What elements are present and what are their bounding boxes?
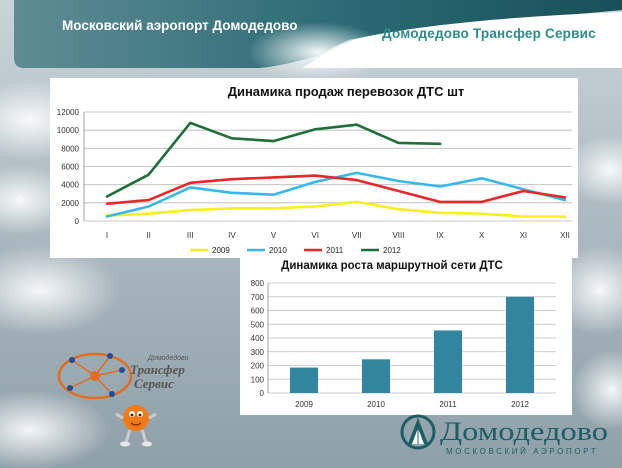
bar-2009	[290, 367, 318, 393]
bar-chart-y-tick-label: 300	[251, 348, 265, 357]
bar-chart: Динамика роста маршрутной сети ДТС 0 100 20…	[251, 260, 556, 409]
bar-chart-y-tick-label: 700	[251, 293, 265, 302]
bar-chart-y-tick-label: 100	[251, 375, 265, 384]
line-series-2009	[105, 200, 567, 218]
legend-label-2012: 2012	[383, 246, 401, 255]
line-series-2011	[105, 174, 567, 205]
line-chart-x-tick-label: V	[271, 231, 277, 240]
legend-label-2011: 2011	[326, 246, 344, 255]
bar-2012	[506, 296, 534, 393]
bar-chart-y-tick-label: 0	[260, 389, 265, 398]
line-chart-x-tick-label: VIII	[392, 231, 404, 240]
line-chart-y-tick-label: 12000	[57, 108, 80, 117]
line-chart-x-tick-label: XII	[560, 231, 570, 240]
bar-chart-y-tick-label: 200	[251, 362, 265, 371]
logo-transfer-top-text: Домодедово	[147, 354, 188, 362]
bar-chart-panel: Динамика роста маршрутной сети ДТС 0 100 20…	[240, 255, 572, 415]
bar-chart-y-tick-label: 800	[251, 279, 265, 288]
bar-2010	[362, 359, 390, 393]
line-chart-x-tick-label: VII	[352, 231, 362, 240]
line-chart-x-tick-label: II	[146, 231, 150, 240]
bar-chart-x-tick-label: 2012	[511, 400, 529, 409]
transfer-service-logo: Домодедово Трансфер Сервис	[57, 352, 188, 447]
logo-transfer-main-text-1: Трансфер	[130, 362, 185, 377]
bar-2011	[434, 330, 462, 393]
line-chart-x-tick-label: X	[479, 231, 485, 240]
brand-title: Домодедово Трансфер Сервис	[382, 26, 596, 41]
bar-chart-y-tick-label: 400	[251, 334, 265, 343]
line-chart-panel: Динамика продаж перевозок ДТС шт 0 2000 400…	[50, 78, 578, 258]
line-chart-x-tick-label: IX	[436, 231, 444, 240]
logo-orbit-icon	[57, 352, 133, 400]
bar-chart-x-tick-label: 2009	[295, 400, 313, 409]
bar-chart-y-tick-label: 500	[251, 320, 265, 329]
line-chart-title: Динамика продаж перевозок ДТС шт	[228, 84, 465, 99]
bar-chart-y-tick-label: 600	[251, 307, 265, 316]
line-chart-y-tick-label: 2000	[61, 199, 79, 208]
bar-chart-x-tick-label: 2010	[367, 400, 385, 409]
logo-transfer-main-text-2: Сервис	[134, 376, 174, 391]
line-chart-x-tick-label: I	[106, 231, 108, 240]
line-series-2010	[105, 171, 567, 218]
slide-header-title: Московский аэропорт Домодедово	[62, 18, 298, 33]
airport-subtitle-text: Московский аэропорт	[446, 447, 598, 456]
line-chart-x-tick-label: III	[187, 231, 194, 240]
line-chart-y-tick-label: 0	[75, 217, 80, 226]
legend-label-2009: 2009	[212, 246, 230, 255]
airport-emblem-icon	[400, 414, 436, 450]
mascot-icon	[115, 405, 157, 447]
airport-name-text: Домодедово	[440, 417, 608, 446]
line-chart-y-tick-label: 6000	[61, 163, 79, 172]
legend-label-2010: 2010	[269, 246, 287, 255]
line-chart-y-tick-label: 10000	[57, 126, 80, 135]
line-chart-x-tick-label: VI	[311, 231, 319, 240]
domodedovo-airport-logo: Домодедово Московский аэропорт	[400, 414, 608, 456]
line-series-2012	[105, 121, 442, 198]
bar-chart-title: Динамика роста маршрутной сети ДТС	[281, 260, 503, 272]
line-chart-x-tick-label: XI	[520, 231, 528, 240]
bar-chart-x-tick-label: 2011	[439, 400, 457, 409]
line-chart-x-tick-label: IV	[228, 231, 236, 240]
line-chart-y-tick-label: 4000	[61, 181, 79, 190]
line-chart: Динамика продаж перевозок ДТС шт 0 2000 400…	[57, 84, 572, 255]
line-chart-y-tick-label: 8000	[61, 144, 79, 153]
